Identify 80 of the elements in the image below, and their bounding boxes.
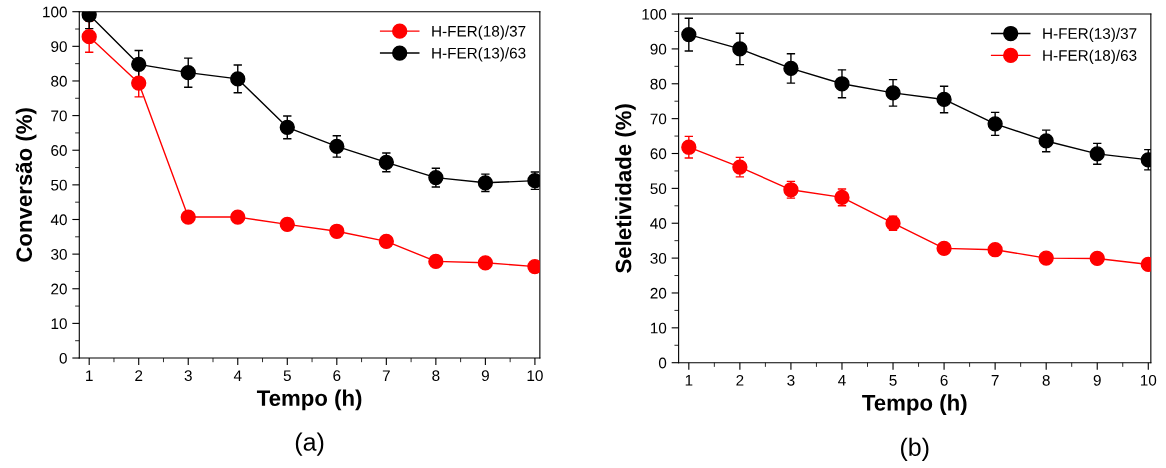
x-tick-label: 7 (382, 370, 390, 381)
point (783, 60, 799, 77)
point (1089, 250, 1105, 267)
y-tick-label: 40 (50, 214, 67, 226)
x-tick-label: 10 (527, 370, 543, 382)
point (732, 41, 748, 57)
point (279, 119, 295, 136)
y-tick-label: 40 (650, 218, 667, 229)
x-tick-label: 2 (736, 374, 744, 386)
y-tick-label: 90 (51, 41, 67, 53)
point (428, 253, 444, 270)
x-axis-title: Tempo (h) (256, 389, 362, 411)
point (987, 242, 1003, 258)
point (1038, 250, 1054, 266)
y-tick-label: 70 (51, 110, 67, 122)
y-tick-label: 10 (650, 322, 667, 334)
point (987, 116, 1003, 132)
x-tick-label: 5 (283, 370, 291, 382)
x-tick-label: 3 (787, 374, 795, 386)
x-tick-label: 3 (184, 370, 192, 382)
point (936, 91, 952, 108)
point (230, 209, 246, 225)
x-tick-label: 4 (838, 375, 846, 386)
point (131, 75, 147, 91)
y-tick-label: 90 (650, 43, 667, 55)
y-tick-label: 50 (650, 183, 667, 195)
x-tick-label: 1 (86, 370, 93, 381)
y-tick-label: 30 (650, 252, 667, 264)
x-tick-label: 5 (889, 375, 897, 386)
y-tick-label: 80 (51, 75, 67, 87)
y-tick-label: 20 (51, 283, 67, 295)
point (681, 26, 697, 43)
y-tick-label: 50 (51, 179, 67, 191)
point (329, 223, 345, 239)
text: (a) (295, 432, 324, 456)
x-tick-label: 2 (135, 370, 143, 381)
x-tick-label: 1 (685, 375, 693, 386)
legend-label: H-FER(18)/37 (432, 25, 526, 40)
x-axis-title: Tempo (h) (862, 394, 967, 416)
point (477, 255, 494, 271)
x-tick-label: 6 (333, 370, 341, 382)
point (885, 85, 901, 101)
y-tick-label: 60 (650, 148, 667, 160)
x-tick-label: 7 (991, 375, 999, 386)
y-tick-label: 30 (51, 248, 67, 260)
x-tick-label: 8 (1042, 374, 1050, 386)
point (1038, 133, 1054, 149)
point (834, 76, 850, 92)
x-tick-label: 4 (233, 370, 242, 381)
point (329, 138, 345, 155)
legend-label: H-FER(13)/63 (432, 47, 526, 62)
y-tick-label: 20 (650, 287, 667, 299)
point (936, 240, 952, 256)
y-tick-label: 10 (51, 318, 67, 330)
point (81, 28, 97, 45)
y-tick-label: 70 (650, 113, 667, 125)
legend-label: H-FER(13)/37 (1043, 27, 1137, 43)
y-tick-label: 60 (51, 145, 67, 156)
point (378, 233, 394, 249)
text: (b) (901, 437, 929, 461)
y-tick-label: 0 (658, 357, 667, 369)
x-tick-label: 9 (481, 370, 489, 382)
x-tick-label: 10 (1140, 374, 1157, 386)
x-tick-label: 8 (432, 370, 440, 382)
point (180, 65, 196, 81)
y-tick-label: 0 (59, 352, 67, 364)
point (131, 56, 147, 72)
y-tick-label: 100 (642, 8, 667, 20)
y-axis-title: Seletividade (%) (615, 104, 636, 273)
point (279, 216, 295, 232)
y-tick-label: 80 (650, 78, 667, 90)
legend-label: H-FER(18)/63 (1043, 49, 1137, 64)
y-tick-label: 100 (43, 6, 67, 18)
point (1089, 146, 1105, 162)
point (681, 139, 697, 155)
y-axis-title: Conversão (%) (15, 108, 37, 262)
x-tick-label: 6 (940, 374, 948, 386)
x-tick-label: 9 (1093, 374, 1101, 386)
point (180, 209, 196, 225)
point (230, 71, 246, 87)
